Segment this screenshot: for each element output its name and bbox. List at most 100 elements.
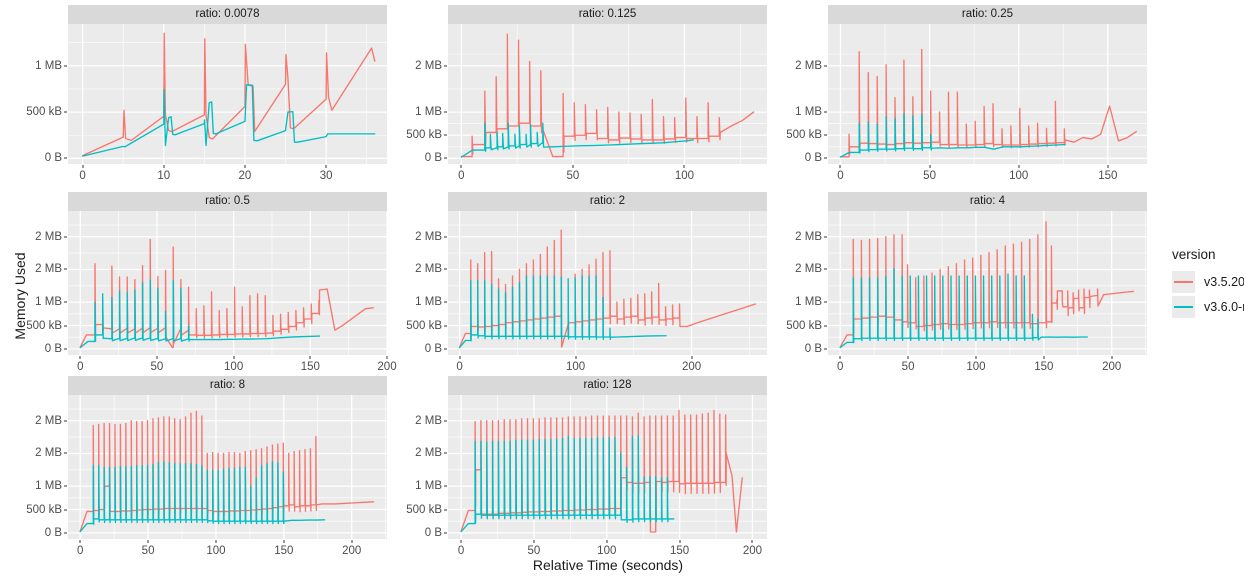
x-tick-label: 150 [1098,170,1118,182]
y-tick-label: 500 kB [26,319,62,332]
y-tick-mark [824,157,827,159]
facet-strip-label: ratio: 2 [589,194,626,207]
series-line-v3.5.20 [839,48,1137,158]
x-tick-mark [244,165,246,168]
facet-panel: ratio: 0.0078 [68,5,387,164]
x-tick-label: 100 [1009,170,1029,182]
y-tick-mark [64,301,67,303]
y-tick-mark [824,236,827,238]
y-tick-mark [444,268,447,270]
y-tick-mark [444,509,447,511]
x-tick-label: 150 [300,361,320,373]
series-line-v3.5.20 [460,33,755,158]
x-tick-label: 0 [457,545,465,557]
panel-area [828,24,1147,164]
panel-canvas [68,24,387,164]
facet-panel: ratio: 128 [448,376,767,539]
series-line-v3.5.20 [79,410,375,532]
legend-label: v3.5.20 [1204,275,1244,289]
x-tick-mark [460,540,462,543]
x-tick-mark [82,165,84,168]
facet-strip-label: ratio: 4 [969,194,1006,207]
x-tick-label: 100 [966,361,986,373]
series-line-v3.6.0-rc.2 [79,279,321,349]
y-tick-label: 2 MB [415,59,442,72]
panel-area [68,24,387,164]
y-tick-mark [444,134,447,136]
y-tick-label: 2 MB [415,230,442,243]
y-tick-label: 0 B [424,152,442,165]
facet-strip: ratio: 0.25 [828,5,1147,24]
series-line-v3.6.0-rc.2 [81,84,376,157]
x-tick-label: 200 [682,361,702,373]
facet-panel: ratio: 0.25 [828,5,1147,164]
legend: version v3.5.20 v3.6.0-rc.2 [1172,247,1244,321]
x-tick-label: 20 [238,170,252,182]
panel-canvas [68,395,387,539]
y-tick-mark [64,157,67,159]
panel-canvas [828,211,1147,355]
y-tick-label: 1 MB [415,106,442,119]
facet-strip: ratio: 128 [448,376,767,395]
y-tick-label: 1 MB [35,480,62,493]
x-tick-mark [1107,165,1109,168]
facet-strip: ratio: 2 [448,192,767,211]
y-tick-mark [824,111,827,113]
y-tick-label: 2 MB [795,59,822,72]
x-tick-label: 200 [377,361,397,373]
x-tick-mark [215,540,217,543]
y-tick-mark [444,420,447,422]
y-tick-mark [64,268,67,270]
facet-strip-label: ratio: 0.0078 [195,7,260,20]
panel-area [68,395,387,539]
x-tick-mark [533,540,535,543]
y-tick-mark [824,301,827,303]
panel-canvas [448,211,767,355]
y-tick-label: 1 MB [35,296,62,309]
y-tick-label: 1 MB [35,59,62,72]
series-line-v3.6.0-rc.2 [460,435,675,533]
x-tick-mark [1018,165,1020,168]
series-line-v3.6.0-rc.2 [460,122,695,158]
x-tick-label: 50 [566,170,580,182]
y-tick-mark [64,65,67,67]
x-tick-label: 150 [670,545,690,557]
y-tick-label: 0 B [44,152,62,165]
x-tick-label: 0 [79,170,86,182]
series-line-v3.5.20 [81,32,376,157]
y-tick-mark [64,348,67,350]
y-tick-label: 500 kB [26,503,62,516]
y-tick-mark [64,236,67,238]
y-tick-mark [64,532,67,534]
legend-label: v3.6.0-rc.2 [1204,300,1244,314]
panel-canvas [448,395,767,539]
y-tick-mark [64,420,67,422]
x-tick-label: 100 [206,545,226,557]
x-tick-label: 50 [527,545,541,557]
x-tick-mark [606,540,608,543]
x-tick-mark [975,356,977,359]
legend-item[interactable]: v3.6.0-rc.2 [1172,296,1244,318]
x-tick-mark [929,165,931,168]
y-tick-label: 2 MB [35,414,62,427]
facet-panel: ratio: 0.5 [68,192,387,355]
x-tick-label: 0 [456,361,463,373]
x-tick-mark [575,356,577,359]
y-tick-mark [444,348,447,350]
y-tick-label: 2 MB [795,230,822,243]
x-tick-mark [572,165,574,168]
x-tick-label: 100 [674,170,695,182]
y-tick-label: 500 kB [406,129,442,142]
x-axis-title: Relative Time (seconds) [532,557,684,573]
series-line-v3.6.0-rc.2 [839,113,1066,158]
facet-strip-label: ratio: 0.25 [961,7,1014,20]
legend-item[interactable]: v3.5.20 [1172,271,1244,293]
y-tick-mark [64,485,67,487]
y-tick-label: 2 MB [35,447,62,460]
facet-strip-label: ratio: 8 [209,378,246,391]
x-tick-mark [839,165,841,168]
series-line-v3.5.20 [458,229,757,348]
x-tick-label: 0 [77,361,84,373]
panel-area [68,211,387,355]
